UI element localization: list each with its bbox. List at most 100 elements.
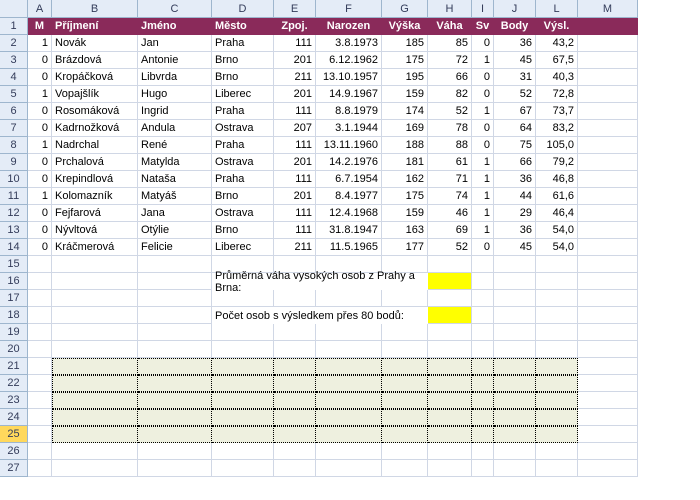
- data-cell[interactable]: 54,0: [536, 222, 578, 239]
- data-cell[interactable]: Brno: [212, 188, 274, 205]
- data-cell[interactable]: [536, 409, 578, 426]
- data-cell[interactable]: [428, 443, 472, 460]
- data-cell[interactable]: [138, 273, 212, 290]
- data-cell[interactable]: 8.8.1979: [316, 103, 382, 120]
- data-cell[interactable]: Liberec: [212, 86, 274, 103]
- data-cell[interactable]: [316, 273, 382, 290]
- data-cell[interactable]: [472, 460, 494, 477]
- data-cell[interactable]: 67,5: [536, 52, 578, 69]
- data-cell[interactable]: [212, 307, 274, 324]
- col-header[interactable]: L: [536, 0, 578, 18]
- data-cell[interactable]: 0: [28, 120, 52, 137]
- data-cell[interactable]: 195: [382, 69, 428, 86]
- data-cell[interactable]: [428, 273, 472, 290]
- data-cell[interactable]: 111: [274, 35, 316, 52]
- data-cell[interactable]: Kolomazník: [52, 188, 138, 205]
- data-cell[interactable]: [28, 409, 52, 426]
- row-header[interactable]: 11: [0, 188, 28, 205]
- data-cell[interactable]: [52, 409, 138, 426]
- data-cell[interactable]: [382, 290, 428, 307]
- data-cell[interactable]: [578, 222, 638, 239]
- data-cell[interactable]: 14.9.1967: [316, 86, 382, 103]
- row-header[interactable]: 9: [0, 154, 28, 171]
- data-cell[interactable]: 1: [472, 205, 494, 222]
- data-cell[interactable]: [274, 392, 316, 409]
- data-cell[interactable]: Jan: [138, 35, 212, 52]
- data-cell[interactable]: Kadrnožková: [52, 120, 138, 137]
- data-cell[interactable]: Brno: [212, 69, 274, 86]
- data-cell[interactable]: [274, 375, 316, 392]
- data-cell[interactable]: Ostrava: [212, 205, 274, 222]
- data-cell[interactable]: 0: [28, 205, 52, 222]
- data-cell[interactable]: [138, 256, 212, 273]
- data-cell[interactable]: [494, 307, 536, 324]
- data-cell[interactable]: René: [138, 137, 212, 154]
- data-cell[interactable]: 52: [428, 103, 472, 120]
- data-cell[interactable]: 69: [428, 222, 472, 239]
- data-cell[interactable]: Matylda: [138, 154, 212, 171]
- data-cell[interactable]: [138, 409, 212, 426]
- data-cell[interactable]: 111: [274, 137, 316, 154]
- data-cell[interactable]: [494, 341, 536, 358]
- data-cell[interactable]: 13.10.1957: [316, 69, 382, 86]
- data-cell[interactable]: 0: [28, 239, 52, 256]
- data-cell[interactable]: 67: [494, 103, 536, 120]
- data-cell[interactable]: 44: [494, 188, 536, 205]
- row-header[interactable]: 5: [0, 86, 28, 103]
- data-cell[interactable]: [52, 290, 138, 307]
- data-cell[interactable]: [316, 324, 382, 341]
- row-header[interactable]: 24: [0, 409, 28, 426]
- data-cell[interactable]: 0: [472, 86, 494, 103]
- data-cell[interactable]: Brázdová: [52, 52, 138, 69]
- data-cell[interactable]: 43,2: [536, 35, 578, 52]
- data-cell[interactable]: [578, 307, 638, 324]
- data-cell[interactable]: [428, 409, 472, 426]
- data-cell[interactable]: [494, 273, 536, 290]
- data-cell[interactable]: [212, 443, 274, 460]
- data-cell[interactable]: [536, 358, 578, 375]
- row-header[interactable]: 17: [0, 290, 28, 307]
- row-header[interactable]: 20: [0, 341, 28, 358]
- row-header[interactable]: 23: [0, 392, 28, 409]
- data-cell[interactable]: [428, 392, 472, 409]
- data-cell[interactable]: [274, 307, 316, 324]
- data-cell[interactable]: Otýlie: [138, 222, 212, 239]
- data-cell[interactable]: 78: [428, 120, 472, 137]
- data-cell[interactable]: [578, 358, 638, 375]
- data-cell[interactable]: [536, 392, 578, 409]
- data-cell[interactable]: 66: [494, 154, 536, 171]
- data-cell[interactable]: [578, 137, 638, 154]
- row-header[interactable]: 26: [0, 443, 28, 460]
- data-cell[interactable]: [28, 392, 52, 409]
- data-cell[interactable]: [578, 324, 638, 341]
- data-cell[interactable]: [274, 426, 316, 443]
- data-cell[interactable]: [212, 324, 274, 341]
- data-cell[interactable]: [578, 392, 638, 409]
- data-cell[interactable]: [274, 290, 316, 307]
- data-cell[interactable]: [212, 460, 274, 477]
- data-cell[interactable]: [316, 443, 382, 460]
- data-cell[interactable]: [212, 256, 274, 273]
- spreadsheet-grid[interactable]: ABCDEFGHIJLM1MPříjmeníJménoMěstoZpoj.Nar…: [0, 0, 700, 477]
- row-header[interactable]: 12: [0, 205, 28, 222]
- col-header[interactable]: J: [494, 0, 536, 18]
- data-cell[interactable]: [428, 324, 472, 341]
- data-cell[interactable]: [472, 409, 494, 426]
- data-cell[interactable]: 36: [494, 35, 536, 52]
- data-cell[interactable]: Ostrava: [212, 120, 274, 137]
- data-cell[interactable]: [28, 358, 52, 375]
- data-cell[interactable]: Praha: [212, 137, 274, 154]
- data-cell[interactable]: 8.4.1977: [316, 188, 382, 205]
- data-cell[interactable]: Nadrchal: [52, 137, 138, 154]
- data-cell[interactable]: [536, 341, 578, 358]
- data-cell[interactable]: [316, 358, 382, 375]
- col-header[interactable]: F: [316, 0, 382, 18]
- data-cell[interactable]: [494, 409, 536, 426]
- data-cell[interactable]: [428, 375, 472, 392]
- data-cell[interactable]: [578, 375, 638, 392]
- data-cell[interactable]: [28, 273, 52, 290]
- data-cell[interactable]: [212, 273, 274, 290]
- data-cell[interactable]: 45: [494, 239, 536, 256]
- data-cell[interactable]: [138, 443, 212, 460]
- data-cell[interactable]: 111: [274, 171, 316, 188]
